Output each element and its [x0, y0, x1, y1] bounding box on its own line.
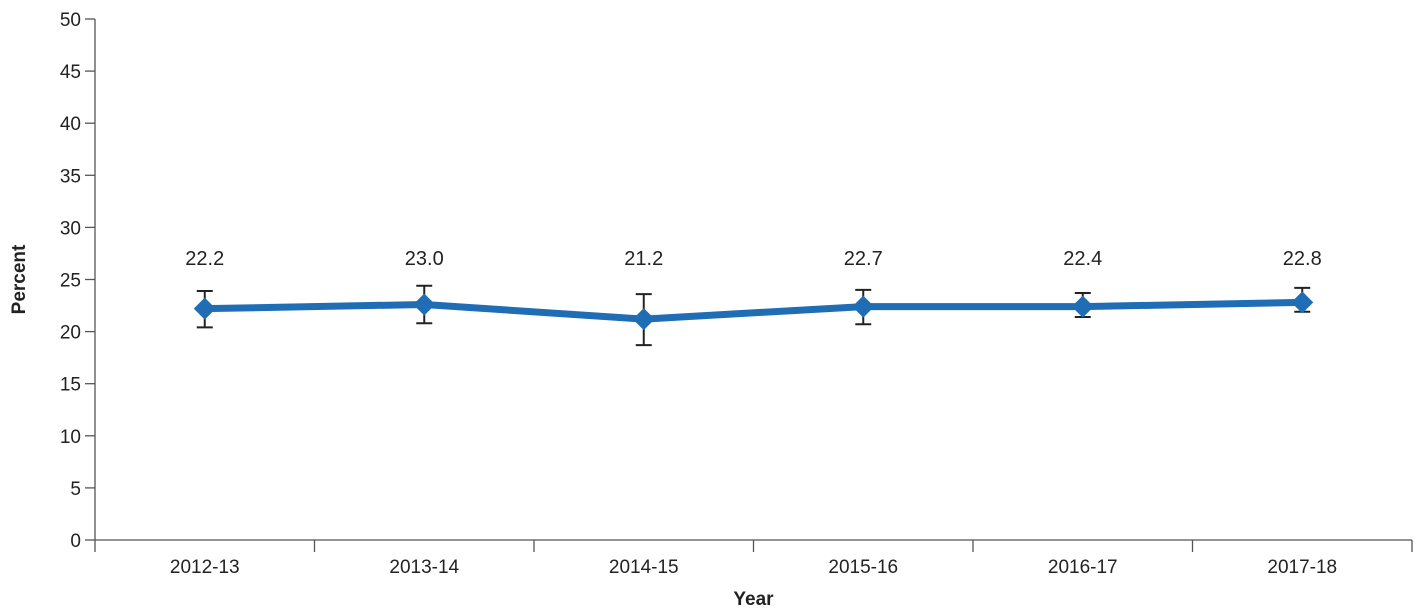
data-label: 22.4 [1063, 248, 1102, 270]
x-tick-label: 2012-13 [170, 557, 240, 578]
y-tick-label: 25 [60, 271, 81, 292]
y-axis: 0 5 10 15 20 25 30 35 40 45 50 [60, 10, 96, 552]
x-tick-label: 2015-16 [828, 557, 898, 578]
data-point [852, 295, 875, 318]
y-tick-label: 0 [70, 531, 81, 552]
y-tick-label: 10 [60, 427, 81, 448]
data-label: 21.2 [624, 248, 663, 270]
y-tick-label: 30 [60, 218, 81, 239]
y-tick-label: 45 [60, 62, 81, 83]
x-tick-label: 2013-14 [389, 557, 459, 578]
data-point [1071, 295, 1094, 318]
data-labels: 22.2 23.0 21.2 22.7 22.4 22.8 [185, 248, 1321, 270]
y-tick-label: 50 [60, 10, 81, 31]
series-markers [193, 291, 1314, 331]
data-point [1291, 291, 1314, 314]
y-axis-title: Percent [9, 244, 30, 314]
data-point [413, 293, 436, 316]
data-label: 22.8 [1283, 248, 1322, 270]
error-bars [196, 284, 1311, 347]
series-line-group [201, 298, 1306, 323]
y-tick-label: 15 [60, 375, 81, 396]
x-tick-label: 2017-18 [1267, 557, 1337, 578]
data-label: 23.0 [405, 248, 444, 270]
x-axis-title: Year [733, 589, 774, 610]
y-tick-label: 40 [60, 114, 81, 135]
x-axis: 2012-13 2013-14 2014-15 2015-16 2016-17 2017-… [94, 539, 1413, 578]
data-point [193, 297, 216, 320]
data-label: 22.2 [185, 248, 224, 270]
data-point [632, 308, 655, 331]
y-tick-label: 5 [70, 479, 81, 500]
data-label: 22.7 [844, 248, 883, 270]
x-tick-label: 2014-15 [609, 557, 679, 578]
series-line [201, 298, 1306, 323]
y-tick-label: 20 [60, 323, 81, 344]
y-tick-label: 35 [60, 166, 81, 187]
x-tick-label: 2016-17 [1048, 557, 1118, 578]
